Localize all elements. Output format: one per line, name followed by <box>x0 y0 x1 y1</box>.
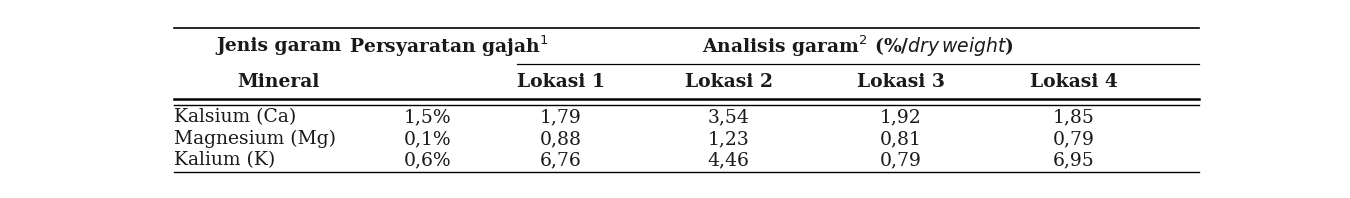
Text: Lokasi 2: Lokasi 2 <box>684 73 772 91</box>
Text: Jenis garam: Jenis garam <box>216 37 342 55</box>
Text: 0,6%: 0,6% <box>404 151 452 169</box>
Text: Analisis garam$^{2}$ (%/$\it{dry\/weight}$): Analisis garam$^{2}$ (%/$\it{dry\/weight… <box>702 33 1014 59</box>
Text: Kalsium (Ca): Kalsium (Ca) <box>174 109 296 127</box>
Text: 1,85: 1,85 <box>1053 109 1095 127</box>
Text: Lokasi 4: Lokasi 4 <box>1030 73 1118 91</box>
Text: 1,5%: 1,5% <box>404 109 452 127</box>
Text: 0,79: 0,79 <box>880 151 922 169</box>
Text: Lokasi 1: Lokasi 1 <box>517 73 605 91</box>
Text: Lokasi 3: Lokasi 3 <box>857 73 945 91</box>
Text: 0,1%: 0,1% <box>404 130 452 148</box>
Text: Persyaratan gajah$^{1}$: Persyaratan gajah$^{1}$ <box>350 33 549 59</box>
Text: 0,81: 0,81 <box>880 130 922 148</box>
Text: 0,79: 0,79 <box>1053 130 1095 148</box>
Text: 6,95: 6,95 <box>1053 151 1095 169</box>
Text: Magnesium (Mg): Magnesium (Mg) <box>174 130 336 148</box>
Text: 1,79: 1,79 <box>540 109 582 127</box>
Text: Mineral: Mineral <box>238 73 320 91</box>
Text: 1,92: 1,92 <box>880 109 922 127</box>
Text: 4,46: 4,46 <box>707 151 749 169</box>
Text: Kalium (K): Kalium (K) <box>174 151 275 169</box>
Text: 0,88: 0,88 <box>540 130 582 148</box>
Text: 3,54: 3,54 <box>707 109 749 127</box>
Text: 6,76: 6,76 <box>540 151 582 169</box>
Text: 1,23: 1,23 <box>707 130 749 148</box>
